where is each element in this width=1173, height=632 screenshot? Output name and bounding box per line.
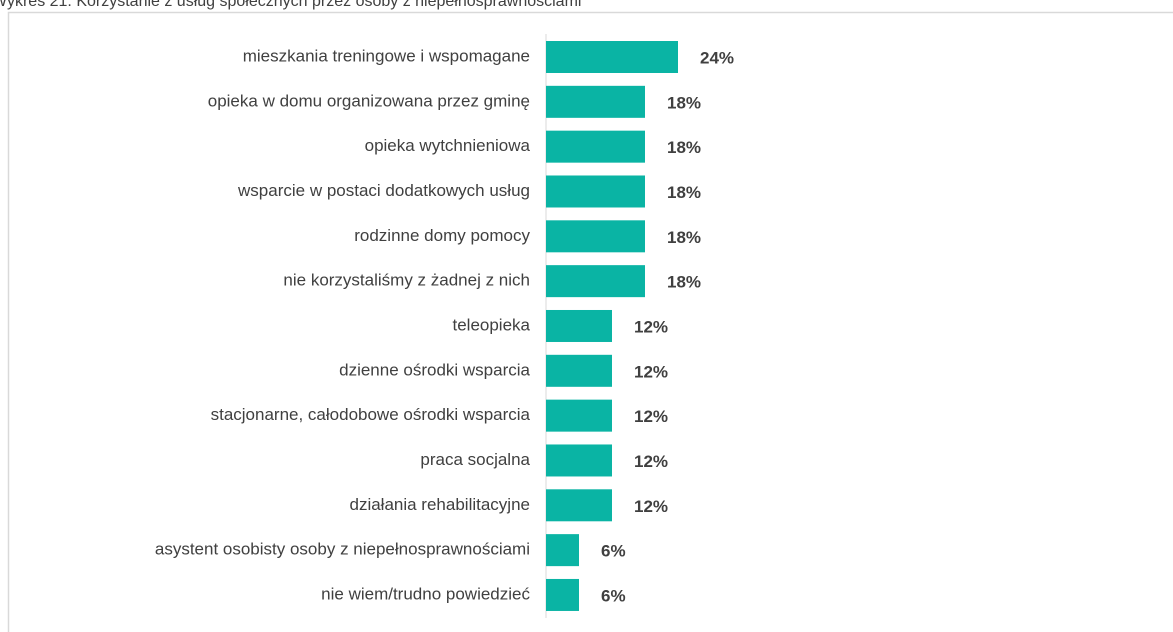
chart-title: Wykres 21. Korzystanie z usług społeczny…	[0, 0, 581, 10]
bar	[546, 265, 645, 298]
category-label: nie wiem/trudno powiedzieć	[321, 584, 530, 603]
category-label: działania rehabilitacyjne	[349, 495, 530, 514]
bar	[546, 175, 645, 208]
bar	[546, 354, 612, 387]
bar	[546, 534, 579, 567]
bar	[546, 220, 645, 253]
bar	[546, 41, 678, 73]
category-label: stacjonarne, całodobowe ośrodki wsparcia	[211, 405, 531, 424]
value-label: 12%	[634, 362, 668, 381]
value-label: 24%	[700, 48, 734, 67]
bar	[546, 399, 612, 432]
value-label: 12%	[634, 407, 668, 426]
bar	[546, 444, 612, 477]
bar	[546, 578, 579, 611]
bar	[546, 130, 645, 163]
category-label: asystent osobisty osoby z niepełnosprawn…	[155, 540, 530, 559]
value-label: 18%	[667, 183, 701, 202]
category-label: opieka wytchnieniowa	[365, 136, 531, 155]
bar	[546, 489, 612, 522]
category-label: teleopieka	[452, 315, 530, 334]
chart-frame	[7, 11, 1173, 632]
category-label: wsparcie w postaci dodatkowych usług	[237, 181, 530, 200]
category-label: rodzinne domy pomocy	[354, 226, 530, 245]
value-label: 18%	[667, 93, 701, 112]
value-label: 12%	[634, 497, 668, 516]
value-label: 18%	[667, 228, 701, 247]
value-label: 18%	[667, 273, 701, 292]
value-label: 18%	[667, 138, 701, 157]
value-label: 12%	[634, 452, 668, 471]
bar	[546, 309, 612, 342]
category-label: nie korzystaliśmy z żadnej z nich	[283, 271, 530, 290]
value-label: 6%	[601, 542, 626, 561]
category-label: dzienne ośrodki wsparcia	[339, 360, 530, 379]
category-label: opieka w domu organizowana przez gminę	[208, 91, 530, 110]
value-label: 6%	[601, 586, 626, 605]
category-label: mieszkania treningowe i wspomagane	[243, 46, 530, 65]
value-label: 12%	[634, 317, 668, 336]
bar	[546, 85, 645, 118]
category-label: praca socjalna	[420, 450, 530, 469]
